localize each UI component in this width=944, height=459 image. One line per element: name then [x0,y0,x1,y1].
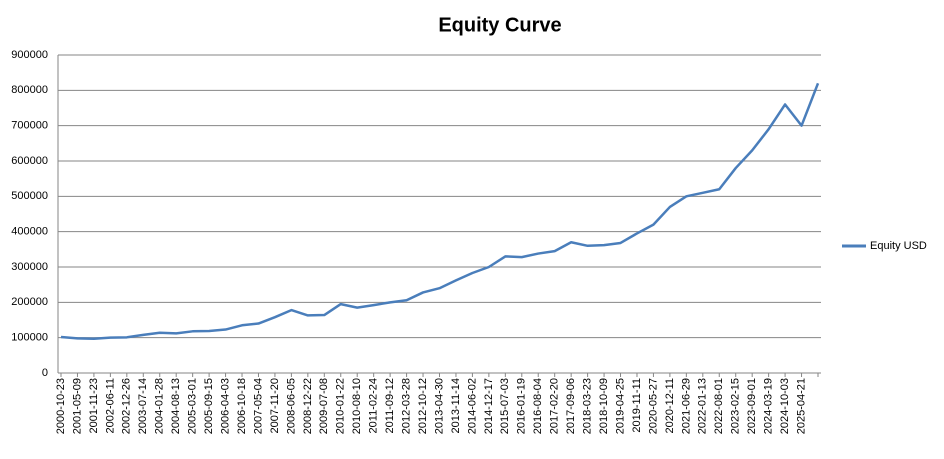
y-tick-label: 600000 [11,155,48,167]
x-tick-label: 2010-08-10 [351,378,363,434]
y-tick-label: 900000 [11,49,48,61]
x-tick-label: 2023-09-01 [746,378,758,434]
x-tick-label: 2022-01-13 [697,378,709,434]
x-tick-label: 2004-08-13 [170,378,182,434]
y-tick-label: 400000 [11,226,48,238]
x-tick-label: 2006-10-18 [236,378,248,434]
x-tick-label: 2011-02-24 [368,378,380,433]
x-tick-label: 2023-02-15 [730,378,742,434]
x-tick-label: 2000-10-23 [55,378,67,434]
x-tick-label: 2013-11-14 [450,378,462,433]
x-tick-label: 2008-06-05 [285,378,297,434]
x-tick-label: 2012-03-28 [400,378,412,434]
x-tick-label: 2001-05-09 [71,378,83,434]
x-tick-label: 2024-03-19 [763,378,775,434]
x-tick-label: 2004-01-28 [154,378,166,434]
x-tick-label: 2007-05-04 [252,378,264,434]
line-series [60,82,820,340]
x-tick-label: 2002-12-26 [121,378,133,434]
y-tick-label: 0 [42,367,48,379]
x-tick-label: 2011-09-12 [384,378,396,433]
x-tick-label: 2019-11-11 [631,378,643,433]
x-tick-label: 2009-07-08 [318,378,330,434]
x-tick-label: 2016-08-04 [532,378,544,434]
x-tick-label: 2018-10-09 [598,378,610,434]
x-tick-label: 2002-06-11 [104,378,116,433]
chart-title: Equity Curve [438,14,561,36]
x-tick-label: 2012-10-12 [417,378,429,434]
x-tick-label: 2010-01-22 [335,378,347,434]
x-tick-label: 2013-04-30 [433,378,445,434]
y-tick-label: 100000 [11,332,48,344]
x-tick-label: 2005-03-01 [187,378,199,434]
x-tick-label: 2008-12-22 [302,378,314,434]
x-tick-label: 2020-05-27 [647,378,659,434]
x-tick-label: 2014-12-17 [483,378,495,434]
y-tick-label: 200000 [11,296,48,308]
x-tick-label: 2019-04-25 [614,378,626,434]
x-tick-label: 2007-11-20 [269,378,281,433]
legend-label: Equity USD [870,240,927,252]
x-tick-label: 2022-08-01 [713,378,725,434]
y-tick-label: 700000 [11,120,48,132]
x-tick-label: 2025-04-21 [795,378,807,434]
x-tick-label: 2015-07-03 [499,378,511,434]
x-tick-label: 2005-09-15 [203,378,215,434]
x-tick-label: 2001-11-23 [88,378,100,433]
x-tick-label: 2024-10-03 [779,378,791,434]
x-tick-label: 2016-01-19 [516,378,528,434]
x-tick-label: 2017-09-06 [565,378,577,434]
x-tick-label: 2020-12-11 [664,378,676,433]
x-tick-label: 2014-06-02 [466,378,478,434]
x-tick-label: 2006-04-03 [219,378,231,434]
y-tick-label: 500000 [11,190,48,202]
y-tick-label: 800000 [11,84,48,96]
x-tick-label: 2021-06-29 [680,378,692,434]
y-tick-label: 300000 [11,261,48,273]
x-tick-label: 2017-02-20 [549,378,561,434]
x-tick-label: 2003-07-14 [137,378,149,434]
x-tick-label: 2018-03-23 [582,378,594,434]
